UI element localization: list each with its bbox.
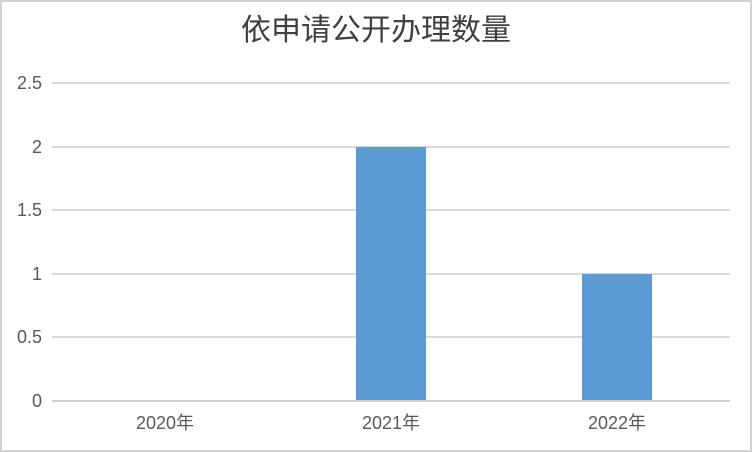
y-tick-label: 0 [31,391,42,411]
y-tick-label: 1.5 [16,200,42,221]
y-axis: 0 0.5 1 1.5 2 2.5 [2,74,42,410]
x-axis-line [52,400,730,402]
chart-title: 依申请公开办理数量 [241,13,511,48]
y-tick-label: 1 [31,263,42,284]
bar-2022年 [582,273,652,401]
x-tick-label: 2021年 [361,413,421,433]
x-tick-label: 2020年 [135,413,195,433]
plot-area [52,82,730,402]
x-tick-label: 2022年 [587,413,647,433]
y-tick-label: 2.5 [16,73,42,93]
x-axis: 2020年 2021年 2022年 [52,412,730,438]
bar-2021年 [356,146,426,401]
gridline [52,82,730,84]
gridline [52,145,730,148]
y-tick-label: 0.5 [16,327,42,348]
y-tick-label: 2 [31,136,42,157]
